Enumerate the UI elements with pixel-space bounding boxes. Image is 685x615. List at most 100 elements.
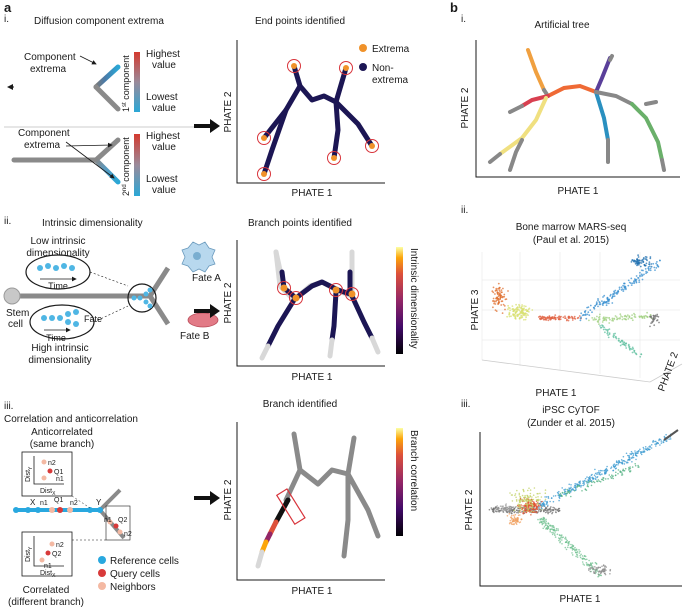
scatter-point	[518, 521, 521, 524]
scatter-point	[512, 308, 515, 311]
extrema-marker	[343, 65, 349, 71]
scatter-point	[544, 318, 547, 321]
scatter-point	[595, 563, 598, 565]
scatter-point	[565, 492, 568, 495]
svg-text:n2: n2	[56, 542, 64, 549]
scatter-point	[635, 281, 638, 284]
scatter-point	[605, 329, 608, 331]
scatter-point	[520, 504, 523, 506]
scatter-point	[587, 311, 590, 314]
scatter-point	[554, 508, 556, 510]
scatter-point	[608, 332, 611, 335]
scatter-point	[511, 514, 513, 517]
scatter-point	[494, 293, 496, 295]
scatter-point	[583, 481, 585, 484]
ipsc-title-2: (Zunder et al. 2015)	[527, 418, 615, 429]
scatter-point	[614, 474, 617, 477]
scatter-point	[521, 309, 523, 312]
scatter-point	[586, 476, 588, 478]
scatter-point	[567, 544, 570, 546]
scatter-point	[669, 438, 672, 440]
scatter-point	[637, 256, 640, 258]
scatter-point	[541, 507, 543, 510]
scatter-point	[609, 569, 611, 572]
scatter-point	[604, 331, 606, 334]
scatter-point	[544, 489, 547, 491]
scatter-point	[518, 317, 521, 320]
scatter-point	[573, 486, 576, 488]
scatter-point	[584, 558, 587, 561]
scatter-point	[513, 509, 515, 512]
scatter-point	[579, 550, 581, 553]
scatter-point	[567, 315, 570, 318]
scatter-point	[586, 482, 588, 484]
scatter-point	[597, 298, 599, 300]
scatter-point	[656, 313, 659, 316]
scatter-point	[639, 271, 641, 274]
panel-b-i: i. Artificial tree PHATE 1 PHATE 2	[460, 14, 680, 197]
scatter-point	[535, 499, 538, 501]
scatter-point	[556, 533, 559, 536]
scatter-point	[558, 499, 560, 502]
scatter-point	[508, 506, 510, 508]
scatter-point	[565, 494, 567, 497]
scatter-point	[595, 567, 598, 569]
scatter-point	[611, 317, 614, 320]
scatter-point	[633, 349, 636, 352]
scatter-point	[535, 496, 537, 499]
scatter-point	[537, 518, 539, 521]
scatter-point	[597, 567, 599, 570]
scatter-point	[652, 314, 655, 317]
scatter-point	[511, 520, 514, 523]
scatter-point	[529, 499, 532, 501]
scatter-point	[662, 441, 665, 444]
scatter-point	[598, 303, 601, 306]
scatter-point	[641, 278, 644, 281]
scatter-point	[646, 316, 649, 319]
scatter-point	[579, 482, 581, 484]
scatter-point	[507, 509, 509, 511]
scatter-point	[613, 290, 615, 293]
scatter-point	[589, 475, 591, 478]
scatter-point	[492, 510, 495, 513]
branch-point-marker	[348, 290, 356, 298]
branch-points-tree	[259, 249, 381, 361]
scatter-point	[514, 311, 517, 314]
scatter-point	[604, 478, 607, 480]
scatter-point	[598, 316, 600, 319]
scatter-point	[529, 511, 531, 513]
component-extrema-1-line2: extrema	[30, 64, 67, 75]
scatter-point	[649, 446, 652, 448]
scatter-point	[518, 507, 521, 509]
scatter-point	[609, 573, 611, 575]
scatter-point	[642, 450, 645, 453]
scatter-point	[584, 477, 587, 480]
svg-text:n1: n1	[40, 500, 48, 507]
scatter-point	[600, 574, 602, 577]
scatter-point	[589, 564, 591, 566]
scatter-point	[591, 476, 594, 479]
scatter-point	[568, 492, 571, 495]
scatter-point	[617, 462, 620, 464]
scatter-point	[631, 259, 633, 262]
scatter-point	[501, 509, 503, 512]
scatter-point	[598, 480, 601, 483]
scatter-point	[603, 319, 605, 322]
scatter-point	[600, 326, 603, 329]
scatter-point	[495, 289, 497, 292]
scatter-point	[643, 315, 645, 317]
scatter-point	[544, 519, 546, 522]
scatter-point	[546, 316, 549, 319]
legend-non-extrema-1: Non-	[372, 63, 394, 74]
scatter-point	[605, 319, 608, 322]
scatter-point	[554, 495, 557, 497]
scatter-point	[606, 331, 609, 334]
scatter-point	[634, 316, 637, 318]
scatter-point	[564, 490, 566, 492]
scatter-point	[613, 334, 615, 337]
scatter-point	[645, 270, 647, 273]
scatter-point	[609, 476, 612, 478]
scatter-point	[511, 519, 513, 521]
colorbar-intrinsic-label: Intrinsic dimensionality	[408, 248, 419, 349]
scatter-point	[602, 569, 604, 571]
